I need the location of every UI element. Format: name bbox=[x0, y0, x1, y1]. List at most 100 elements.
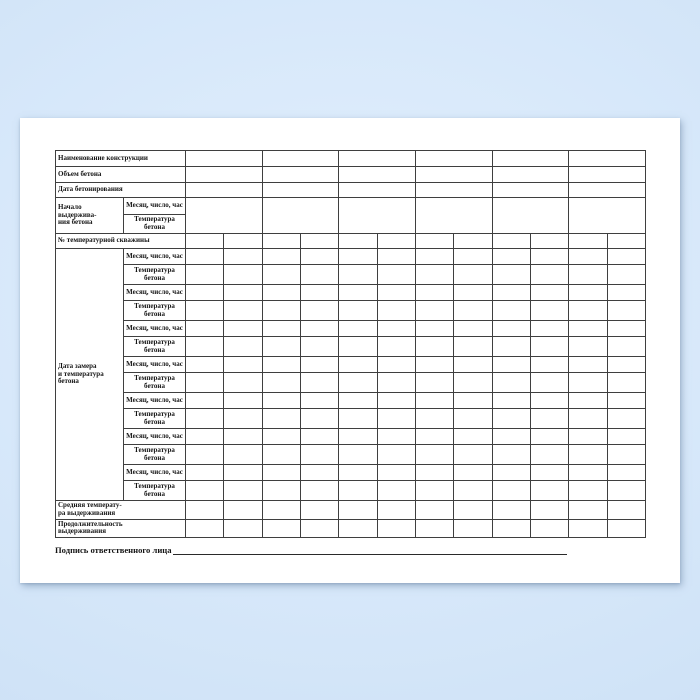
table-row: Температура бетона bbox=[56, 480, 647, 501]
data-cell bbox=[223, 428, 263, 445]
data-cell bbox=[376, 264, 416, 285]
signature-blank-line bbox=[172, 544, 567, 555]
data-cell bbox=[376, 336, 416, 357]
data-cell bbox=[529, 500, 570, 520]
data-cell bbox=[529, 392, 570, 409]
table-row: Температура бетона bbox=[56, 300, 647, 321]
data-cell bbox=[606, 320, 647, 337]
data-cell bbox=[491, 182, 570, 198]
data-cell bbox=[568, 233, 608, 249]
data-cell bbox=[223, 372, 263, 393]
data-cell bbox=[299, 392, 340, 409]
data-cell bbox=[606, 300, 647, 321]
data-cell bbox=[414, 518, 455, 539]
data-cell bbox=[568, 372, 608, 393]
data-cell bbox=[223, 284, 263, 301]
row-label-concreting-date: Дата бетонирования bbox=[55, 182, 186, 198]
data-cell bbox=[568, 518, 608, 539]
data-cell bbox=[453, 500, 493, 520]
data-cell bbox=[491, 356, 531, 373]
data-cell bbox=[568, 464, 608, 481]
row-label-measurement-section: Дата замера и температура бетона bbox=[55, 248, 124, 501]
data-cell bbox=[338, 480, 378, 501]
data-cell bbox=[261, 197, 340, 234]
data-cell bbox=[376, 444, 416, 465]
data-cell bbox=[453, 336, 493, 357]
signature-label: Подпись ответственного лица bbox=[55, 545, 172, 555]
data-cell bbox=[491, 320, 531, 337]
data-cell bbox=[606, 444, 647, 465]
table-row: Месяц, число, час bbox=[56, 356, 647, 373]
data-cell bbox=[414, 464, 455, 481]
data-cell bbox=[414, 480, 455, 501]
data-cell bbox=[184, 233, 225, 249]
data-cell bbox=[299, 320, 340, 337]
data-cell bbox=[299, 264, 340, 285]
data-cell bbox=[491, 284, 531, 301]
data-cell bbox=[491, 197, 570, 234]
data-cell bbox=[414, 264, 455, 285]
data-cell bbox=[261, 464, 301, 481]
data-cell bbox=[223, 356, 263, 373]
data-cell bbox=[453, 284, 493, 301]
data-cell bbox=[338, 233, 378, 249]
data-cell bbox=[185, 150, 263, 167]
sublabel-concrete-temp: Температура бетона bbox=[123, 408, 186, 429]
data-cell bbox=[606, 408, 647, 429]
sublabel-month-day-hour: Месяц, число, час bbox=[123, 320, 186, 337]
data-cell bbox=[491, 166, 570, 183]
data-cell bbox=[453, 444, 493, 465]
data-cell bbox=[261, 518, 301, 539]
data-cell bbox=[338, 408, 378, 429]
data-cell bbox=[529, 444, 570, 465]
data-cell bbox=[568, 197, 646, 234]
data-cell bbox=[568, 264, 608, 285]
data-cell bbox=[529, 264, 570, 285]
data-cell bbox=[261, 264, 301, 285]
data-cell bbox=[223, 300, 263, 321]
data-cell bbox=[491, 428, 531, 445]
data-cell bbox=[568, 300, 608, 321]
data-cell bbox=[376, 392, 416, 409]
data-cell bbox=[338, 428, 378, 445]
data-cell bbox=[299, 372, 340, 393]
data-cell bbox=[453, 480, 493, 501]
data-cell bbox=[338, 182, 416, 198]
data-cell bbox=[185, 197, 263, 234]
sublabel-concrete-temp: Температура бетона bbox=[123, 214, 186, 234]
data-cell bbox=[261, 166, 340, 183]
data-cell bbox=[606, 392, 647, 409]
table-row: Месяц, число, час bbox=[56, 428, 647, 445]
concrete-temperature-log-table: Наименование конструкции Объем бетона Да… bbox=[55, 150, 647, 539]
data-cell bbox=[223, 518, 263, 539]
row-label-average-temp: Средняя температу- ра выдерживания bbox=[55, 500, 186, 520]
data-cell bbox=[299, 518, 340, 539]
sublabel-month-day-hour: Месяц, число, час bbox=[123, 428, 186, 445]
data-cell bbox=[529, 284, 570, 301]
data-cell bbox=[185, 166, 263, 183]
data-cell bbox=[529, 464, 570, 481]
table-row: Температура бетона bbox=[56, 408, 647, 429]
data-cell bbox=[184, 284, 225, 301]
data-cell bbox=[261, 372, 301, 393]
data-cell bbox=[414, 356, 455, 373]
data-cell bbox=[223, 408, 263, 429]
data-cell bbox=[184, 392, 225, 409]
data-cell bbox=[261, 300, 301, 321]
data-cell bbox=[606, 356, 647, 373]
data-cell bbox=[261, 150, 340, 167]
data-cell bbox=[453, 300, 493, 321]
data-cell bbox=[299, 248, 340, 265]
table-row: Начало выдержива- ния бетона Месяц, числ… bbox=[55, 197, 646, 234]
data-cell bbox=[568, 150, 646, 167]
data-cell bbox=[453, 233, 493, 249]
data-cell bbox=[491, 518, 531, 539]
data-cell bbox=[376, 464, 416, 481]
data-cell bbox=[376, 518, 416, 539]
data-cell bbox=[299, 428, 340, 445]
data-cell bbox=[491, 336, 531, 357]
data-cell bbox=[414, 428, 455, 445]
signature-row: Подпись ответственного лица bbox=[55, 542, 567, 555]
data-cell bbox=[414, 372, 455, 393]
